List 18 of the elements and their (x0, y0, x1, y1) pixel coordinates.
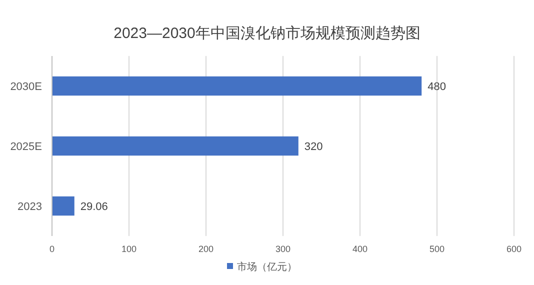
bar (52, 136, 298, 156)
data-label: 320 (304, 141, 323, 153)
data-label: 29.06 (80, 201, 108, 213)
bar (52, 196, 74, 216)
x-tick-label: 100 (121, 244, 137, 254)
x-tick-label: 0 (49, 244, 55, 254)
x-tick-label: 400 (352, 244, 368, 254)
x-tick-label: 600 (506, 244, 522, 254)
y-tick-label: 2025E (10, 141, 42, 153)
x-tick-label: 500 (429, 244, 445, 254)
x-tick-label: 300 (275, 244, 291, 254)
y-tick-label: 2023 (18, 201, 42, 213)
x-tick-label: 200 (198, 244, 214, 254)
y-tick-label: 2030E (10, 81, 42, 93)
bar (52, 76, 422, 96)
data-label: 480 (428, 81, 446, 93)
legend-label: 市场（亿元） (237, 261, 297, 273)
chart-title: 2023—2030年中国溴化钠市场规模预测趋势图 (114, 25, 420, 42)
